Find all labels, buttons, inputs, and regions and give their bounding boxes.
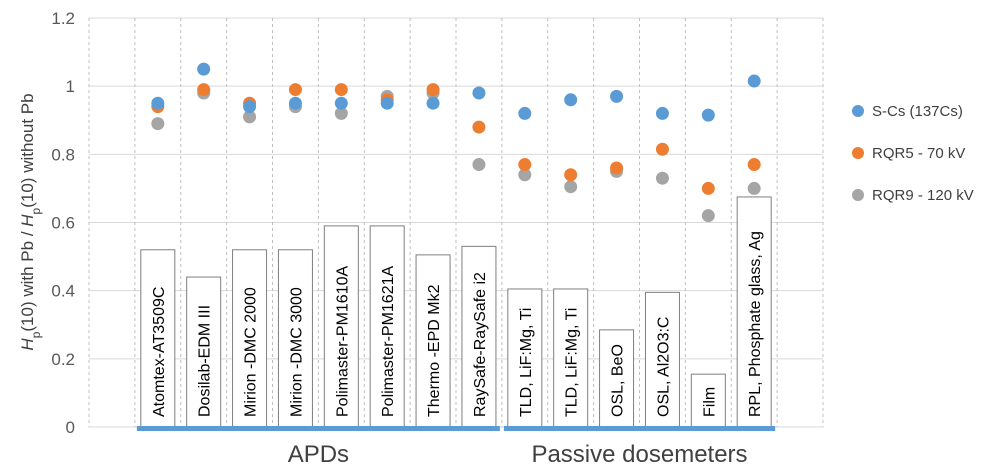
y-tick-label: 0.2 <box>51 350 75 369</box>
category-label: OSL, BeO <box>610 344 627 417</box>
y-tick-label: 0 <box>66 418 75 437</box>
data-point <box>151 117 165 131</box>
category-label: OSL, Al2O3:C <box>655 317 672 418</box>
data-point <box>610 89 624 103</box>
category-label: Polimaster-PM1621A <box>380 266 397 418</box>
data-point <box>655 171 669 185</box>
data-point <box>564 168 578 182</box>
data-point <box>747 181 761 195</box>
category-label-box <box>140 249 176 428</box>
category-label-box <box>553 288 589 428</box>
y-tick-label: 0.8 <box>51 145 75 164</box>
legend-label: RQR9 - 120 kV <box>872 187 974 204</box>
data-point <box>655 106 669 120</box>
data-point <box>518 106 532 120</box>
category-label: RPL, Phosphate glass, Ag <box>747 231 764 417</box>
group-bar <box>503 426 776 431</box>
category-label: Thermo -EPD Mk2 <box>426 284 443 417</box>
data-point <box>151 96 165 110</box>
category-label-box <box>507 288 543 428</box>
y-axis-label-part: H <box>18 338 37 351</box>
category-label-box <box>644 291 680 428</box>
y-axis-label-part: (10) without Pb <box>18 93 37 207</box>
data-point <box>701 108 715 122</box>
data-point <box>334 106 348 120</box>
category-label-box <box>323 225 359 428</box>
legend-marker <box>852 147 864 159</box>
data-point <box>564 93 578 107</box>
data-point <box>701 209 715 223</box>
data-point <box>472 86 486 100</box>
data-point <box>288 96 302 110</box>
category-label: Film <box>701 387 718 417</box>
data-point <box>288 83 302 97</box>
category-label: TLD, LiF:Mg, Ti <box>564 308 581 417</box>
category-label: Dosilab-EDM III <box>197 305 214 417</box>
data-point <box>334 83 348 97</box>
category-label-boxes: Atomtex-AT3509C Dosilab-EDM III Mirion -DM… <box>140 196 772 428</box>
category-label-box <box>232 249 268 428</box>
group-label: Passive dosemeters <box>531 441 747 468</box>
data-point <box>243 100 257 114</box>
y-axis: 0 0.2 0.4 0.6 0.8 1 1.2 <box>51 9 75 437</box>
data-point <box>518 158 532 172</box>
category-label-box <box>277 249 313 428</box>
category-label-box <box>415 254 451 428</box>
data-point <box>747 158 761 172</box>
group-label: APDs <box>288 441 349 468</box>
category-label-box <box>690 373 726 428</box>
y-tick-label: 0.6 <box>51 214 75 233</box>
data-point <box>197 83 211 97</box>
data-point <box>426 83 440 97</box>
data-points <box>151 62 761 223</box>
y-axis-label-part: (10) with Pb / <box>18 227 37 332</box>
legend-label: S-Cs (137Cs) <box>872 103 963 120</box>
gridlines <box>88 17 824 428</box>
category-label-box <box>461 245 497 428</box>
legend-marker <box>852 189 864 201</box>
category-label-box <box>599 329 635 428</box>
legend: S-Cs (137Cs) RQR5 - 70 kV RQR9 - 120 kV <box>852 103 974 204</box>
y-axis-label-part: H <box>18 214 37 227</box>
legend-label: RQR5 - 70 kV <box>872 145 965 162</box>
data-point <box>518 168 532 182</box>
data-point <box>197 62 211 76</box>
data-point <box>472 120 486 134</box>
data-point <box>701 181 715 195</box>
category-label: Polimaster-PM1610A <box>334 266 351 418</box>
data-point <box>426 96 440 110</box>
group-bar <box>136 426 500 431</box>
category-label: Mirion -DMC 2000 <box>243 287 260 417</box>
data-point <box>380 96 394 110</box>
y-axis-label: Hp(10) with Pb / Hp(10) without Pb <box>18 93 43 350</box>
data-point <box>610 161 624 175</box>
category-label-box <box>186 276 222 428</box>
legend-marker <box>852 105 864 117</box>
y-tick-label: 1.2 <box>51 9 75 28</box>
category-groups: APDs Passive dosemeters <box>136 426 776 468</box>
data-point <box>655 142 669 156</box>
category-label-box <box>369 225 405 428</box>
y-tick-label: 1 <box>66 77 75 96</box>
category-label: Atomtex-AT3509C <box>151 287 168 417</box>
data-point <box>243 110 257 124</box>
category-label: Mirion -DMC 3000 <box>288 287 305 417</box>
data-point <box>747 74 761 88</box>
category-label: TLD, LiF:Mg, Ti <box>518 308 535 417</box>
data-point <box>334 96 348 110</box>
data-point <box>564 180 578 194</box>
y-axis-label-part: p <box>29 207 43 214</box>
y-axis-label-part: p <box>29 331 43 338</box>
y-tick-label: 0.4 <box>51 282 75 301</box>
category-label: RaySafe-RaySafe i2 <box>472 272 489 417</box>
data-point <box>472 158 486 172</box>
